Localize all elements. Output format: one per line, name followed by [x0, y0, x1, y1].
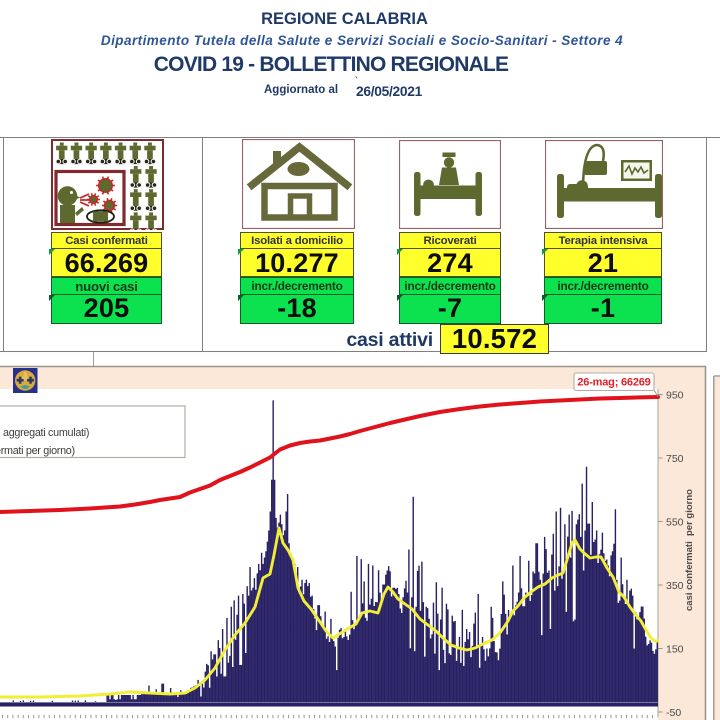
- svg-text:150: 150: [666, 644, 684, 656]
- svg-text:ermati per giorno): ermati per giorno): [0, 445, 75, 457]
- svg-text:casi confermati per giorno: casi confermati per giorno: [684, 489, 695, 611]
- svg-text:26-mag; 66269: 26-mag; 66269: [577, 377, 650, 389]
- svg-text:950: 950: [666, 390, 684, 402]
- svg-text:aggregati cumulati): aggregati cumulati): [3, 427, 89, 439]
- svg-text:550: 550: [666, 517, 684, 529]
- svg-text:350: 350: [666, 580, 684, 592]
- svg-text:-50: -50: [666, 707, 681, 719]
- svg-text:750: 750: [666, 453, 684, 465]
